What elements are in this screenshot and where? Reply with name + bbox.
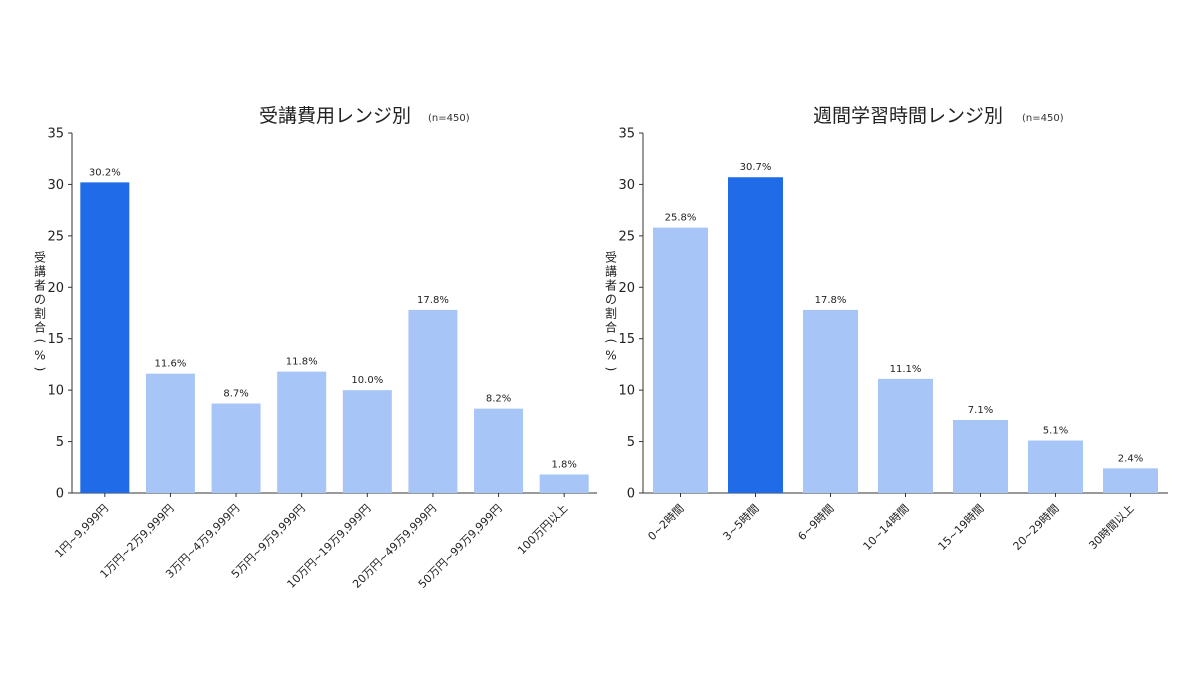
y-axis-label-char: 割 <box>34 306 46 321</box>
y-tick-label: 20 <box>47 281 64 296</box>
x-tick-label: 100万円以上 <box>515 502 570 557</box>
bar-value-label: 5.1% <box>1043 426 1068 437</box>
y-axis-label-char: 合 <box>605 320 617 335</box>
bar-value-label: 30.2% <box>89 167 121 178</box>
y-tick-label: 0 <box>56 487 64 502</box>
y-axis-label-char: % <box>34 349 45 363</box>
bar <box>342 390 392 493</box>
chart-subtitle: (n=450) <box>428 113 470 124</box>
y-axis-label-char: % <box>605 349 616 363</box>
y-axis-label-char: 受 <box>34 251 46 265</box>
bar <box>803 309 858 493</box>
y-axis-label-char: の <box>605 293 617 307</box>
bar <box>408 309 458 493</box>
bar-value-label: 25.8% <box>665 213 697 224</box>
y-tick-label: 20 <box>618 281 635 296</box>
bar <box>728 177 783 493</box>
x-tick-label: 0~2時間 <box>645 502 686 543</box>
bar <box>145 373 195 493</box>
chart-title: 週間学習時間レンジ別 <box>813 105 1003 127</box>
bar-value-label: 11.6% <box>155 359 187 370</box>
bar-value-label: 11.1% <box>890 364 922 375</box>
bar-value-label: 30.7% <box>740 162 772 173</box>
bar-value-label: 1.8% <box>551 459 576 470</box>
y-axis-label-char: 者 <box>605 279 617 293</box>
bar-value-label: 17.8% <box>815 295 847 306</box>
bar <box>539 474 589 493</box>
x-tick-label: 10~14時間 <box>861 502 912 553</box>
y-axis-label-char: ( <box>604 339 618 344</box>
y-axis-label-char: ) <box>604 367 618 372</box>
y-axis-label-char: 合 <box>34 320 46 335</box>
bar <box>878 378 933 493</box>
bar <box>474 408 524 493</box>
y-axis-label-char: 講 <box>34 264 46 279</box>
bar <box>1028 440 1083 493</box>
bar-value-label: 10.0% <box>351 375 383 386</box>
y-tick-label: 0 <box>627 487 635 502</box>
x-tick-label: 20~29時間 <box>1011 502 1062 553</box>
x-tick-label: 1円~9,999円 <box>52 502 110 560</box>
y-axis-label-char: 受 <box>605 251 617 265</box>
x-tick-label: 30時間以上 <box>1086 502 1136 552</box>
bar-value-label: 17.8% <box>417 295 449 306</box>
bar-value-label: 8.2% <box>486 394 511 405</box>
y-tick-label: 15 <box>47 332 64 347</box>
bar-value-label: 11.8% <box>286 357 318 368</box>
y-tick-label: 30 <box>618 178 635 193</box>
bar <box>211 403 261 493</box>
chart-subtitle: (n=450) <box>1022 113 1064 124</box>
y-tick-label: 10 <box>618 384 635 399</box>
y-tick-label: 30 <box>47 178 64 193</box>
bar-value-label: 7.1% <box>968 405 993 416</box>
y-axis-label-char: ) <box>33 367 47 372</box>
y-axis-label-char: 割 <box>605 306 617 321</box>
bar <box>953 419 1008 493</box>
y-tick-label: 25 <box>47 229 64 244</box>
y-tick-label: 5 <box>56 435 64 450</box>
y-axis-label-char: の <box>34 293 46 307</box>
y-tick-label: 10 <box>47 384 64 399</box>
x-tick-label: 15~19時間 <box>936 502 987 553</box>
y-tick-label: 5 <box>627 435 635 450</box>
chart-title: 受講費用レンジ別 <box>259 105 411 127</box>
bar-value-label: 2.4% <box>1118 453 1143 464</box>
x-tick-label: 3~5時間 <box>720 502 761 543</box>
y-tick-label: 15 <box>618 332 635 347</box>
y-tick-label: 35 <box>618 127 635 142</box>
y-axis-label-char: ( <box>33 339 47 344</box>
y-axis-label-char: 講 <box>605 264 617 279</box>
bar <box>1103 468 1158 493</box>
bar <box>277 371 327 493</box>
x-tick-label: 6~9時間 <box>795 502 836 543</box>
bar-value-label: 8.7% <box>223 389 248 400</box>
bar <box>653 227 708 493</box>
y-tick-label: 25 <box>618 229 635 244</box>
bar <box>80 182 130 493</box>
y-tick-label: 35 <box>47 127 64 142</box>
y-axis-label-char: 者 <box>34 279 46 293</box>
